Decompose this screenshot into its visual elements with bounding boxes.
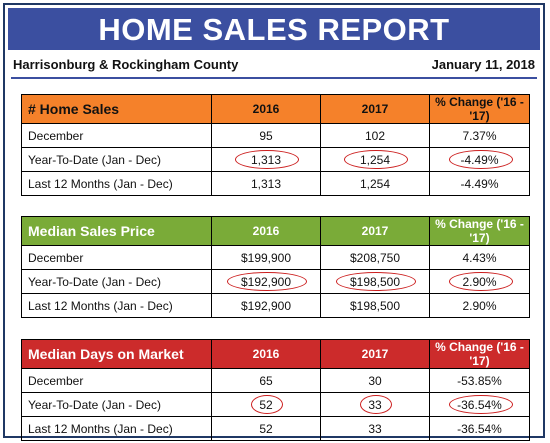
value-2016: 95: [211, 123, 321, 148]
pct-change: -53.85%: [429, 368, 530, 393]
row-label: Last 12 Months (Jan - Dec): [21, 171, 212, 196]
value-2017: 102: [320, 123, 430, 148]
pct-change-circled: -4.49%: [429, 147, 530, 172]
pct-change: 7.37%: [429, 123, 530, 148]
column-header-2017: 2017: [320, 339, 430, 369]
pct-change: -36.54%: [429, 416, 530, 441]
table-row: Year-To-Date (Jan - Dec) 1,313 1,254 -4.…: [21, 147, 530, 172]
median-dom-table: Median Days on Market 2016 2017 % Change…: [21, 339, 530, 441]
column-header-2017: 2017: [320, 216, 430, 246]
pct-change: 4.43%: [429, 245, 530, 270]
row-label: December: [21, 245, 212, 270]
subheader: Harrisonburg & Rockingham County January…: [11, 57, 537, 75]
table-row: December 95 102 7.37%: [21, 123, 530, 148]
pct-change: 2.90%: [429, 293, 530, 318]
table-row: Year-To-Date (Jan - Dec) 52 33 -36.54%: [21, 392, 530, 417]
header-divider: [11, 77, 537, 79]
column-header-2016: 2016: [211, 216, 321, 246]
location-label: Harrisonburg & Rockingham County: [13, 57, 239, 72]
table-row: Year-To-Date (Jan - Dec) $192,900 $198,5…: [21, 269, 530, 294]
home-sales-table: # Home Sales 2016 2017 % Change ('16 - '…: [21, 94, 530, 196]
report-title: HOME SALES REPORT: [8, 8, 540, 50]
table-header-row: # Home Sales 2016 2017 % Change ('16 - '…: [21, 94, 530, 124]
value-2017: 33: [320, 416, 430, 441]
value-2017-circled: 33: [320, 392, 430, 417]
row-label: Year-To-Date (Jan - Dec): [21, 147, 212, 172]
report-frame: HOME SALES REPORT Harrisonburg & Rocking…: [3, 3, 545, 441]
value-2017-circled: 1,254: [320, 147, 430, 172]
column-header-pct-change: % Change ('16 - '17): [429, 216, 530, 246]
row-label: Year-To-Date (Jan - Dec): [21, 269, 212, 294]
value-2017: 30: [320, 368, 430, 393]
row-label: Last 12 Months (Jan - Dec): [21, 416, 212, 441]
value-2017: $208,750: [320, 245, 430, 270]
row-label: December: [21, 368, 212, 393]
column-header-pct-change: % Change ('16 - '17): [429, 94, 530, 124]
pct-change-circled: 2.90%: [429, 269, 530, 294]
column-header-pct-change: % Change ('16 - '17): [429, 339, 530, 369]
report-date: January 11, 2018: [431, 57, 535, 72]
pct-change-circled: -36.54%: [429, 392, 530, 417]
value-2017-circled: $198,500: [320, 269, 430, 294]
table-header-row: Median Sales Price 2016 2017 % Change ('…: [21, 216, 530, 246]
row-label: December: [21, 123, 212, 148]
table-row: December 65 30 -53.85%: [21, 368, 530, 393]
value-2016: 52: [211, 416, 321, 441]
value-2016: 1,313: [211, 171, 321, 196]
table-row: Last 12 Months (Jan - Dec) 52 33 -36.54%: [21, 416, 530, 441]
row-label: Last 12 Months (Jan - Dec): [21, 293, 212, 318]
value-2016: $199,900: [211, 245, 321, 270]
median-price-table: Median Sales Price 2016 2017 % Change ('…: [21, 216, 530, 318]
value-2016: 65: [211, 368, 321, 393]
value-2016-circled: 1,313: [211, 147, 321, 172]
table-title: Median Days on Market: [21, 339, 212, 369]
row-label: Year-To-Date (Jan - Dec): [21, 392, 212, 417]
table-title: # Home Sales: [21, 94, 212, 124]
table-title: Median Sales Price: [21, 216, 212, 246]
column-header-2016: 2016: [211, 94, 321, 124]
value-2017: $198,500: [320, 293, 430, 318]
table-row: Last 12 Months (Jan - Dec) $192,900 $198…: [21, 293, 530, 318]
value-2016-circled: $192,900: [211, 269, 321, 294]
value-2016-circled: 52: [211, 392, 321, 417]
table-header-row: Median Days on Market 2016 2017 % Change…: [21, 339, 530, 369]
table-row: Last 12 Months (Jan - Dec) 1,313 1,254 -…: [21, 171, 530, 196]
pct-change: -4.49%: [429, 171, 530, 196]
value-2016: $192,900: [211, 293, 321, 318]
value-2017: 1,254: [320, 171, 430, 196]
table-row: December $199,900 $208,750 4.43%: [21, 245, 530, 270]
column-header-2016: 2016: [211, 339, 321, 369]
column-header-2017: 2017: [320, 94, 430, 124]
